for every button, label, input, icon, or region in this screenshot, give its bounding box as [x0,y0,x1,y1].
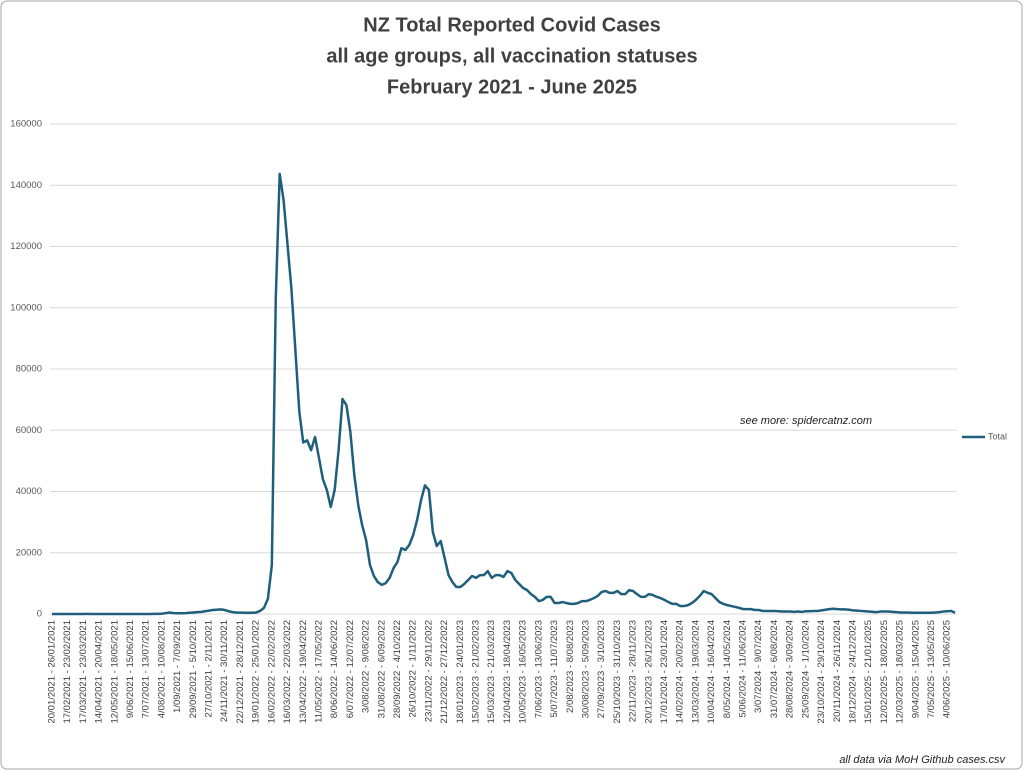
x-tick-label: 18/12/2024 - 24/12/2024 [847,620,858,724]
x-tick-label: 16/03/2022 - 22/03/2022 [282,620,293,724]
chart-subtitle: all age groups, all vaccination statuses [326,45,697,67]
x-tick-label: 9/04/2025 - 15/04/2025 [910,620,921,718]
y-tick-label: 60000 [16,425,42,436]
x-tick-label: 22/11/2023 - 28/11/2023 [628,620,639,722]
x-tick-label: 5/06/2024 - 11/06/2024 [738,620,749,718]
x-tick-label: 16/02/2022 - 22/02/2022 [266,620,277,724]
x-tick-label: 18/01/2023 - 24/01/2023 [455,620,466,724]
chart-title: NZ Total Reported Covid Cases [363,14,660,36]
x-tick-label: 15/02/2023 - 21/02/2023 [471,620,482,724]
x-tick-label: 7/07/2021 - 13/07/2021 [141,620,152,718]
x-tick-label: 11/05/2022 - 17/05/2022 [313,620,324,723]
x-tick-label: 3/08/2022 - 9/08/2022 [361,620,372,713]
x-tick-label: 31/08/2022 - 6/09/2022 [376,620,387,718]
x-tick-label: 5/07/2023 - 11/07/2023 [549,620,560,718]
y-tick-label: 140000 [10,180,42,191]
legend-label: Total [988,431,1007,441]
series-line [51,172,956,616]
x-tick-label: 9/06/2021 - 15/06/2021 [125,620,136,718]
x-tick-label: 13/03/2024 - 19/03/2024 [690,620,701,724]
x-tick-label: 25/10/2023 - 31/10/2023 [612,620,623,724]
x-tick-label: 7/05/2025 - 13/05/2025 [926,620,937,718]
x-tick-label: 15/01/2025 - 21/01/2025 [863,620,874,724]
x-tick-label: 20/11/2024 - 26/11/2024 [832,620,843,722]
y-tick-label: 160000 [10,119,42,130]
x-tick-label: 30/08/2023 - 5/09/2023 [580,620,591,718]
x-tick-label: 12/02/2025 - 18/02/2025 [879,620,890,724]
x-tick-label: 19/01/2022 - 25/01/2022 [251,620,262,724]
x-tick-label: 1/09/2021 - 7/09/2021 [172,620,183,713]
x-tick-label: 17/02/2021 - 23/02/2021 [62,620,73,724]
x-tick-label: 14/02/2024 - 20/02/2024 [675,620,686,724]
annotation: all data via MoH Github cases.csv [839,754,1006,766]
x-tick-label: 14/04/2021 - 20/04/2021 [94,620,105,724]
x-tick-label: 12/04/2023 - 18/04/2023 [502,620,513,724]
x-tick-label: 10/05/2023 - 16/05/2023 [518,620,529,724]
x-tick-label: 28/09/2022 - 4/10/2022 [392,620,403,718]
x-tick-label: 23/10/2024 - 29/10/2024 [816,620,827,724]
x-tick-label: 8/05/2024 - 14/05/2024 [722,620,733,718]
y-tick-label: 0 [37,609,42,620]
x-tick-label: 4/06/2025 - 10/06/2025 [942,620,953,718]
y-tick-label: 20000 [16,547,42,558]
x-tick-label: 27/09/2023 - 3/10/2023 [596,620,607,718]
y-tick-label: 80000 [16,364,42,375]
x-tick-label: 26/10/2022 - 1/11/2022 [408,620,419,718]
x-tick-label: 31/07/2024 - 6/08/2024 [769,620,780,718]
x-tick-label: 20/01/2021 - 26/01/2021 [46,620,57,724]
x-tick-label: 22/12/2021 - 28/12/2021 [235,620,246,724]
y-tick-label: 100000 [10,302,42,313]
x-tick-label: 12/05/2021 - 18/05/2021 [109,620,120,724]
x-tick-label: 12/03/2025 - 18/03/2025 [895,620,906,724]
x-tick-label: 4/08/2021 - 10/08/2021 [156,620,167,718]
x-tick-label: 8/06/2022 - 14/06/2022 [329,620,340,718]
x-tick-label: 24/11/2021 - 30/11/2021 [219,620,230,722]
x-tick-label: 20/12/2023 - 26/12/2023 [643,620,654,724]
x-tick-label: 10/04/2024 - 16/04/2024 [706,620,717,724]
chart-subtitle: February 2021 - June 2025 [387,76,637,98]
annotation: see more: spidercatnz.com [740,415,872,427]
x-tick-label: 3/07/2024 - 9/07/2024 [753,620,764,713]
x-tick-label: 6/07/2022 - 12/07/2022 [345,620,356,718]
x-tick-label: 29/09/2021 - 5/10/2021 [188,620,199,718]
y-tick-label: 40000 [16,486,42,497]
x-tick-label: 21/12/2022 - 27/12/2022 [439,620,450,724]
x-tick-label: 27/10/2021 - 2/11/2021 [204,620,215,718]
x-tick-label: 23/11/2022 - 29/11/2022 [423,620,434,722]
x-tick-label: 17/01/2024 - 23/01/2024 [659,620,670,724]
x-tick-label: 17/03/2021 - 23/03/2021 [78,620,89,724]
x-tick-label: 2/08/2023 - 8/08/2023 [565,620,576,713]
y-tick-label: 120000 [10,241,42,252]
x-tick-label: 13/04/2022 - 19/04/2022 [298,620,309,724]
x-tick-label: 15/03/2023 - 21/03/2023 [486,620,497,724]
x-tick-label: 25/09/2024 - 1/10/2024 [800,620,811,718]
x-tick-label: 28/08/2024 - 3/09/2024 [785,620,796,718]
x-tick-label: 7/06/2023 - 13/06/2023 [533,620,544,718]
